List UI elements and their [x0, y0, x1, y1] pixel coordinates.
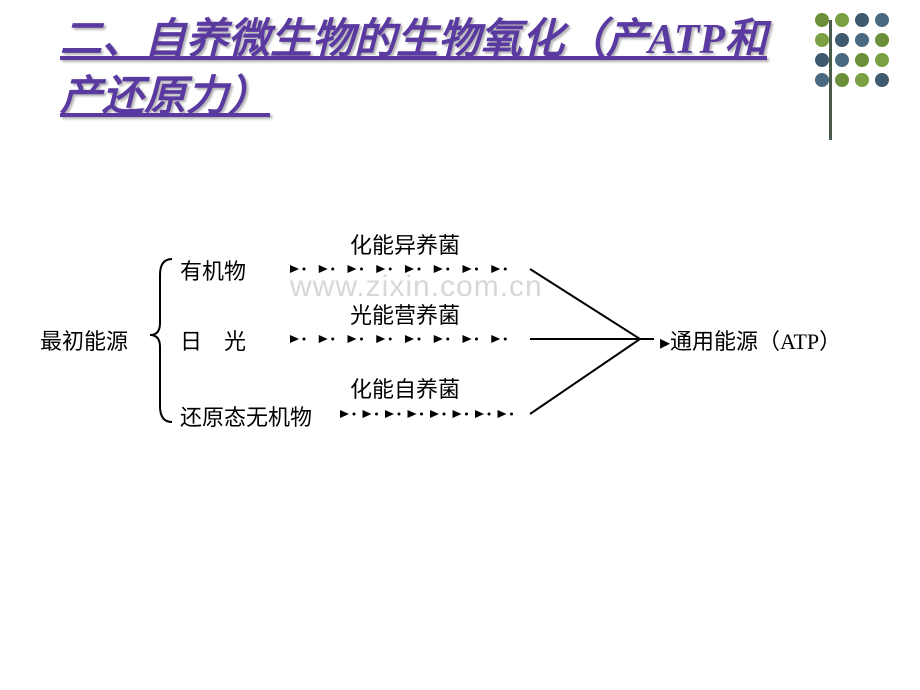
diagram-container: 最初能源 有机物 化能异养菌 日 光 光能营养菌 还原态无机物 化能自养菌 ▸通…: [40, 210, 880, 470]
diagram-svg: [40, 210, 880, 470]
slide-title: 二、自养微生物的生物氧化（产ATP和产还原力）: [60, 12, 800, 125]
decor-dots: [812, 10, 902, 100]
